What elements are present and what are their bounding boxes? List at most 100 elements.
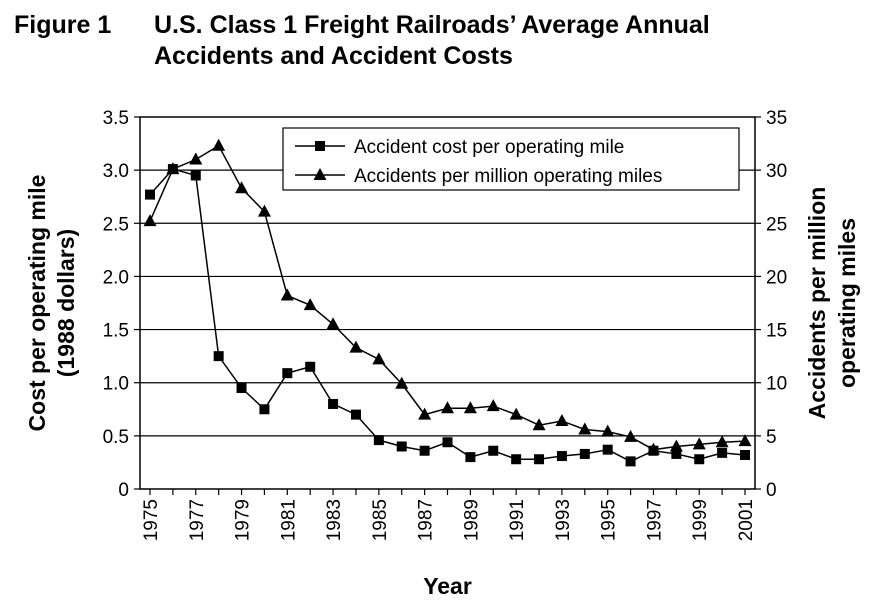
right-tick-label: 25 [766,214,787,235]
x-tick-label: 1977 [187,499,208,541]
x-axis-ticks: 1975 1977 1979 1981 1983 1985 1987 1989 1991 1993… [141,489,757,541]
square-marker [236,383,247,394]
triangle-marker [441,401,454,414]
legend: Accident cost per operating mile Acciden… [282,127,740,191]
right-tick-label: 35 [766,108,787,129]
triangle-marker [692,437,706,450]
left-tick-label: 2.0 [103,267,129,288]
square-marker [350,409,361,420]
triangle-marker [669,439,683,452]
square-marker [534,454,545,465]
square-marker [625,456,636,467]
triangle-marker [166,162,180,175]
triangle-marker [212,138,226,151]
square-marker [305,361,316,372]
triangle-marker [303,298,317,311]
x-tick-label: 1981 [278,499,299,541]
square-marker [556,451,567,462]
left-tick-label: 0.5 [103,427,129,448]
x-tick-label: 1999 [690,499,711,541]
triangle-marker [715,435,729,448]
x-axis-label: Year [423,573,472,599]
triangle-marker [326,317,340,330]
x-tick-label: 1985 [370,499,391,541]
square-marker [740,449,750,460]
square-marker [213,351,224,362]
figure-title-line-1: U.S. Class 1 Freight Railroads’ Average … [154,11,710,39]
right-tick-label: 5 [766,427,777,448]
triangle-marker [280,288,294,301]
square-marker [717,447,728,458]
left-tick-label: 1.5 [103,321,129,342]
legend-box [282,127,740,191]
right-tick-label: 15 [766,321,787,342]
x-tick-label: 1993 [553,499,574,541]
square-marker [396,441,407,452]
y-axis-left-label-line-2: (1988 dollars) [53,229,79,377]
triangle-marker [738,434,752,447]
x-tick-label: 1983 [324,499,345,541]
right-tick-label: 0 [766,480,777,501]
left-tick-label: 2.5 [103,214,129,235]
square-marker [259,404,270,415]
square-marker [282,368,293,379]
series-accidents-per-million [143,138,752,455]
figure-title-line-2: Accidents and Accident Costs [154,42,513,70]
x-tick-label: 1991 [507,499,528,541]
triangle-marker [372,352,386,365]
x-tick-label: 1987 [416,499,437,541]
y-axis-right-label-line-1: Accidents per million [804,187,830,420]
x-tick-label: 1989 [461,499,482,541]
triangle-marker [463,401,477,414]
square-marker [190,170,201,181]
square-marker [328,398,339,409]
legend-triangle-marker [313,168,327,180]
triangle-marker [189,152,203,165]
square-marker [465,452,476,463]
legend-label-cost: Accident cost per operating mile [354,137,624,158]
series-line [149,168,746,463]
left-axis-ticks: 0 0.5 1.0 1.5 2.0 2.5 3.0 3.5 [103,108,140,501]
right-axis-ticks: 0 5 10 15 20 25 30 35 [755,108,787,501]
y-axis-left-label-line-1: Cost per operating mile [24,175,50,432]
triangle-marker [418,407,432,420]
left-tick-label: 3.0 [103,161,129,182]
legend-swatch-cost [295,141,345,151]
triangle-marker [349,340,363,353]
triangle-marker [143,214,157,227]
x-tick-label: 1975 [141,499,162,541]
figure-number: Figure 1 [14,11,112,39]
y-axis-right-label-line-2: operating miles [834,218,860,388]
square-marker [602,444,613,455]
x-tick-label: 1995 [599,499,620,541]
triangle-marker [555,413,569,426]
figure-title-text: U.S. Class 1 Freight Railroads’ Average … [154,10,854,72]
left-tick-label: 0 [118,480,129,501]
gridlines [140,169,755,437]
triangle-marker [578,422,592,435]
square-marker [373,435,384,446]
triangle-marker [509,407,523,420]
triangle-marker [395,376,409,389]
legend-square-marker [315,141,325,151]
triangle-marker [257,204,271,217]
legend-swatch-accidents [295,168,345,180]
series-accident-cost [145,164,750,467]
square-marker [145,189,155,200]
triangle-marker [532,418,546,431]
series-layer [143,138,752,467]
right-tick-label: 30 [766,161,787,182]
x-tick-label: 1997 [644,499,665,541]
square-marker [694,454,705,465]
triangle-marker [486,399,500,412]
legend-label-accidents: Accidents per million operating miles [354,166,662,187]
triangle-marker [601,424,615,437]
x-tick-label: 2001 [736,499,757,541]
right-tick-label: 10 [766,374,787,395]
triangle-marker [624,429,638,442]
triangle-marker [235,181,249,194]
square-marker [511,454,522,465]
triangle-marker [646,442,660,455]
right-tick-label: 20 [766,267,787,288]
